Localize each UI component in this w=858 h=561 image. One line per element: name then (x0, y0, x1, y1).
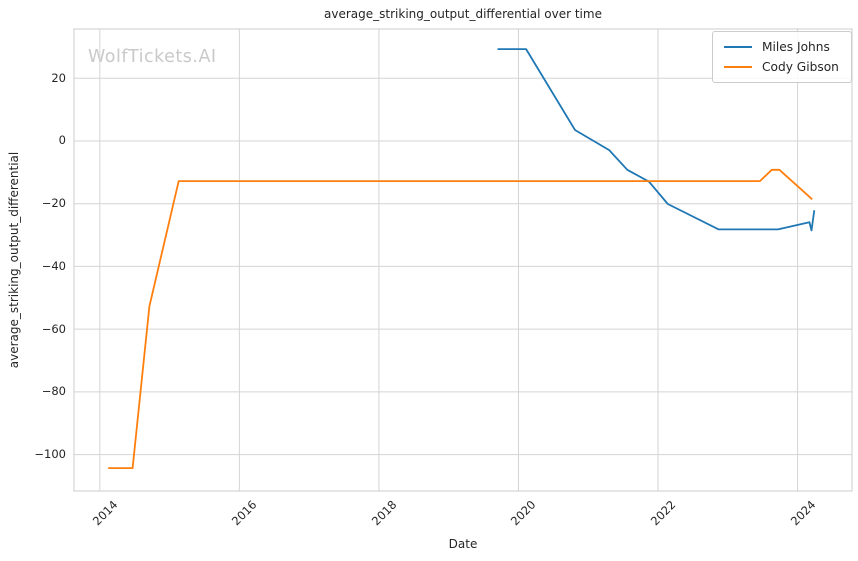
legend: Miles Johns Cody Gibson (712, 31, 852, 83)
legend-line-sample (724, 66, 752, 68)
y-tick-label: 20 (51, 70, 66, 85)
plot-border (73, 28, 853, 492)
watermark: WolfTickets.AI (88, 47, 217, 67)
legend-label: Miles Johns (762, 40, 830, 54)
chart-title: average_striking_output_differential ove… (324, 7, 602, 21)
x-axis-label: Date (448, 537, 478, 551)
legend-label: Cody Gibson (762, 60, 839, 74)
series-line-cody-gibson (108, 168, 813, 470)
y-tick-label: 0 (58, 133, 66, 148)
series-line-miles-johns (497, 48, 816, 232)
y-tick-label: −40 (41, 258, 66, 273)
y-tick-label: −80 (41, 384, 66, 399)
y-axis-label: average_striking_output_differential (7, 151, 21, 369)
y-tick-label: −60 (41, 321, 66, 336)
legend-line-sample (724, 46, 752, 48)
legend-item: Cody Gibson (724, 57, 843, 77)
y-tick-label: −20 (41, 196, 66, 211)
legend-item: Miles Johns (724, 37, 843, 57)
y-tick-label: −100 (34, 447, 66, 462)
